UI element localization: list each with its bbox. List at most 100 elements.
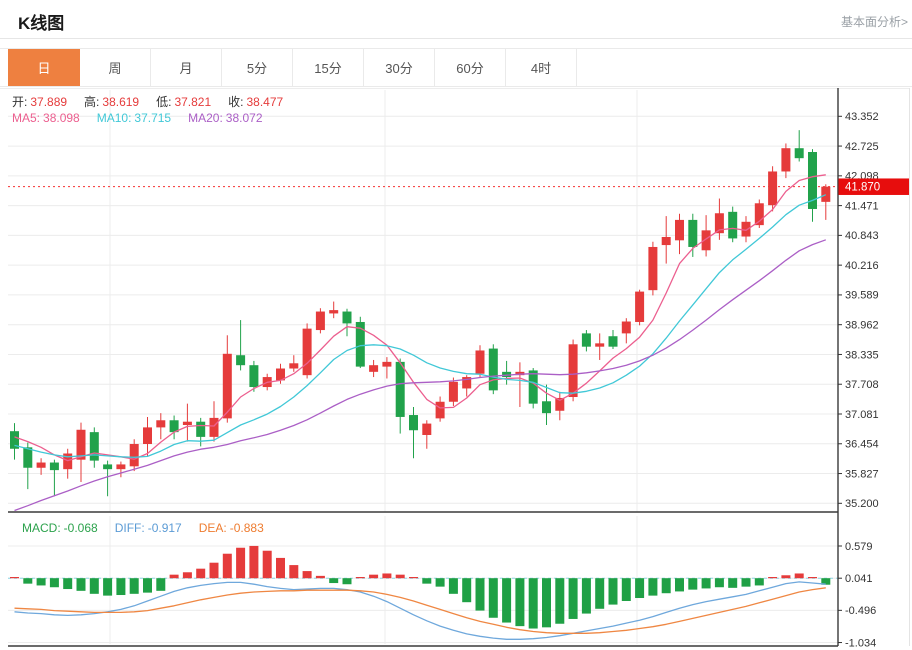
macd-bar	[568, 578, 578, 619]
tab-30分[interactable]: 30分	[364, 49, 435, 86]
readout-item: MA10: 37.715	[96, 111, 172, 125]
macd-tick-label: -1.034	[845, 637, 876, 649]
candle-body	[528, 370, 538, 404]
ma10-line	[14, 194, 827, 458]
candle-body	[608, 336, 618, 347]
macd-bar	[435, 578, 445, 587]
macd-bar	[581, 578, 591, 614]
macd-bar	[422, 578, 432, 584]
macd-bar	[661, 578, 671, 594]
price-tick-label: 39.589	[845, 290, 879, 302]
readout-item: MA5: 38.098	[12, 111, 80, 125]
candle-body	[129, 444, 139, 467]
price-tick-label: 41.471	[845, 200, 879, 212]
candle-body	[276, 368, 285, 381]
candle-body	[555, 397, 565, 411]
candle-body	[182, 421, 192, 426]
macd-bar	[595, 578, 605, 609]
tab-4时[interactable]: 4时	[506, 49, 577, 86]
timeframe-tabbar: 日周月 5分 15分 30分 60分 4时	[0, 48, 912, 87]
macd-bar	[621, 578, 631, 602]
candle-body	[741, 221, 751, 237]
tab-60分[interactable]: 60分	[435, 49, 506, 86]
macd-bar	[409, 577, 418, 579]
macd-bar	[395, 574, 405, 579]
candle-body	[76, 429, 86, 460]
readout-item: MACD: -0.068	[22, 521, 98, 535]
macd-bar	[714, 578, 724, 588]
candle-body	[156, 420, 166, 428]
macd-bar	[754, 578, 764, 586]
candle-body	[382, 361, 392, 367]
page-title: K线图	[18, 14, 65, 33]
macd-bar	[315, 575, 325, 579]
macd-bar	[488, 578, 498, 618]
macd-bar	[462, 578, 472, 603]
header-divider	[0, 38, 912, 39]
candle-body	[63, 453, 73, 470]
fundamental-analysis-link[interactable]: 基本面分析>	[840, 15, 908, 29]
macd-bar	[329, 578, 339, 584]
tab-日[interactable]: 日	[8, 49, 80, 86]
macd-bar	[741, 578, 751, 587]
macd-bar	[156, 578, 166, 591]
macd-bar	[302, 571, 312, 579]
macd-bar	[369, 574, 379, 579]
macd-bar	[528, 578, 538, 629]
tab-周[interactable]: 周	[80, 49, 151, 86]
candle-body	[355, 321, 365, 367]
candle-body	[329, 310, 339, 314]
candle-body	[621, 321, 631, 334]
macd-bar	[23, 578, 33, 584]
macd-bar	[475, 578, 485, 611]
macd-tick-label: 0.041	[845, 573, 873, 585]
price-tick-label: 37.081	[845, 409, 879, 421]
candle-body	[821, 186, 831, 202]
candle-body	[435, 401, 445, 419]
macd-bar	[675, 578, 684, 592]
tab-15分[interactable]: 15分	[293, 49, 364, 86]
price-tick-label: 35.200	[845, 498, 879, 510]
candle-body	[794, 148, 804, 159]
candle-body	[462, 377, 472, 389]
macd-bar	[103, 578, 113, 596]
candle-body	[342, 311, 352, 324]
macd-bar	[608, 578, 618, 605]
candle-body	[488, 348, 498, 391]
ma20-line	[14, 239, 827, 512]
candle-body	[688, 219, 698, 247]
candle-body	[10, 431, 19, 449]
candle-body	[395, 361, 405, 417]
price-tick-label: 42.725	[845, 141, 879, 153]
tab-月[interactable]: 月	[151, 49, 222, 86]
candle-body	[648, 246, 658, 291]
macd-bar	[502, 578, 512, 623]
macd-tick-label: -0.496	[845, 605, 876, 617]
candle-body	[675, 219, 684, 241]
candle-body	[289, 363, 299, 369]
readout-item: 收: 38.477	[228, 95, 284, 109]
macd-bar	[10, 577, 19, 579]
readout-item: 高: 38.619	[84, 95, 140, 109]
diff-line	[14, 581, 826, 640]
candle-body	[701, 230, 711, 251]
candle-body	[595, 343, 605, 347]
price-tick-label: 37.708	[845, 379, 879, 391]
macd-bar	[688, 578, 698, 590]
macd-bar	[808, 577, 817, 579]
candle-body	[196, 421, 206, 437]
macd-bar	[236, 547, 246, 579]
price-tick-label: 38.335	[845, 349, 879, 361]
tab-5分[interactable]: 5分	[222, 49, 293, 86]
candle-body	[502, 371, 512, 378]
macd-bar	[289, 565, 299, 579]
readout-item: DEA: -0.883	[198, 521, 264, 535]
macd-bar	[209, 562, 219, 579]
ohlc-readout: 开: 37.889 高: 38.619 低: 37.821 收: 38.477	[12, 95, 300, 109]
candle-body	[768, 171, 778, 206]
candle-body	[661, 236, 671, 246]
macd-tick-label: 0.579	[845, 541, 873, 553]
candle-body	[728, 211, 738, 239]
candle-body	[369, 365, 379, 372]
